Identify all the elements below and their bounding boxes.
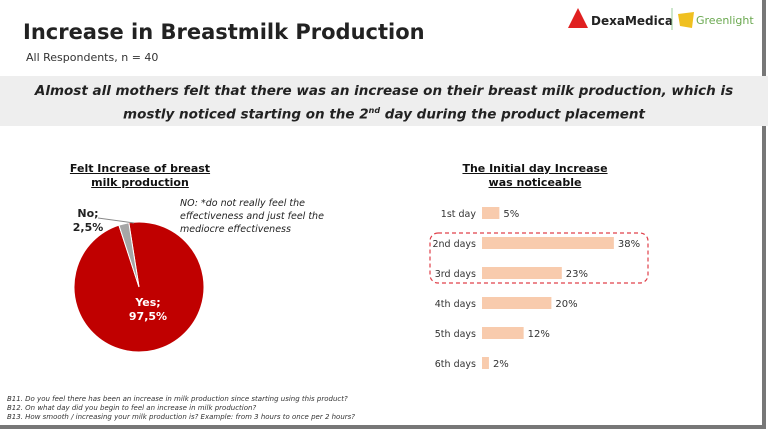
bar-value-label: 38%: [618, 239, 640, 250]
bar: [482, 237, 614, 249]
headline: Almost all mothers felt that there was a…: [34, 83, 734, 123]
bar-category-label: 6th days: [435, 359, 476, 370]
greenlight-logo-icon: [678, 12, 694, 28]
page-subtitle: All Respondents, n = 40: [26, 51, 159, 64]
bar-value-label: 23%: [566, 269, 588, 280]
no-label: No;: [77, 207, 98, 220]
bar-category-label: 5th days: [435, 329, 476, 340]
bar: [482, 297, 552, 309]
pie-slice-no: [118, 222, 140, 288]
bar-chart: 1st day 5% 2nd days 38% 3rd days 23% 4th days 2…: [429, 207, 649, 370]
footnote-b12: B12. On what day did you begin to feel a…: [7, 404, 257, 412]
bar-value-label: 2%: [493, 359, 509, 370]
bar: [482, 207, 500, 219]
bar-value-label: 12%: [528, 329, 550, 340]
headline-band: [0, 76, 768, 126]
footnote-b13: B13. How smooth / increasing your milk p…: [7, 413, 356, 421]
no-note: NO: *do not really feel the effectivenes…: [180, 198, 324, 235]
bar-category-label: 3rd days: [435, 269, 476, 280]
logos: DexaMedica Greenlight: [568, 8, 754, 30]
bar-category-label: 2nd days: [432, 239, 476, 250]
bar: [482, 357, 489, 369]
greenlight-logo-text: Greenlight: [696, 14, 754, 27]
bar-value-label: 20%: [555, 299, 577, 310]
dexa-logo-icon: [568, 8, 588, 28]
bar-value-label: 5%: [503, 209, 519, 220]
no-leader-line: [97, 217, 135, 224]
bar-category-label: 1st day: [441, 209, 477, 220]
highlight-box: [429, 232, 649, 284]
yes-label: Yes;: [134, 296, 160, 309]
bar: [482, 327, 524, 339]
bar-title: The Initial day Increase was noticeable: [462, 162, 608, 189]
bar-category-label: 4th days: [435, 299, 476, 310]
page-title: Increase in Breastmilk Production: [23, 20, 425, 44]
footnote-b11: B11. Do you feel there has been an incre…: [7, 395, 348, 403]
yes-value: 97,5%: [129, 310, 167, 323]
bar: [482, 267, 562, 279]
pie-title: Felt Increase of breast milk production: [69, 162, 211, 189]
pie-chart: No;2,5% Yes;97,5%: [73, 207, 205, 353]
dexa-logo-text: DexaMedica: [591, 14, 673, 28]
no-value: 2,5%: [73, 221, 104, 234]
